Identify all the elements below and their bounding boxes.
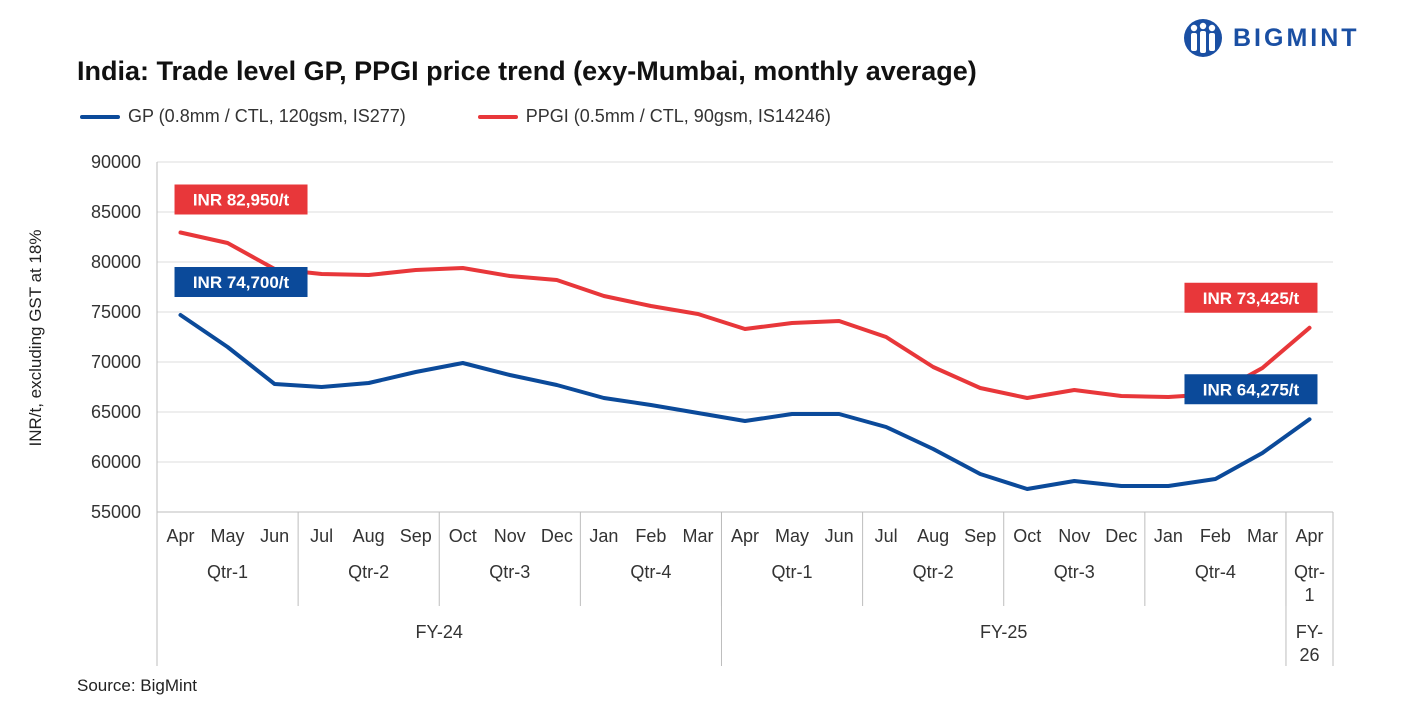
x-tick-label: Oct bbox=[449, 526, 477, 546]
y-tick-label: 60000 bbox=[91, 452, 141, 472]
x-tick-label: May bbox=[211, 526, 245, 546]
y-tick-label: 70000 bbox=[91, 352, 141, 372]
x-tick-label: Aug bbox=[353, 526, 385, 546]
fiscal-year-label: FY-25 bbox=[980, 622, 1027, 642]
fiscal-year-label: 26 bbox=[1299, 645, 1319, 665]
quarter-label: Qtr-2 bbox=[913, 562, 954, 582]
x-tick-label: Dec bbox=[541, 526, 573, 546]
x-tick-label: Jun bbox=[260, 526, 289, 546]
x-tick-label: Jul bbox=[310, 526, 333, 546]
brand-logo: BIGMINT bbox=[1183, 18, 1360, 58]
x-tick-label: Sep bbox=[400, 526, 432, 546]
quarter-label: Qtr-4 bbox=[1195, 562, 1236, 582]
data-label-box-ppgi bbox=[1184, 282, 1318, 313]
x-tick-label: May bbox=[775, 526, 809, 546]
y-tick-label: 80000 bbox=[91, 252, 141, 272]
legend-item-ppgi: PPGI (0.5mm / CTL, 90gsm, IS14246) bbox=[477, 106, 831, 127]
x-tick-label: Nov bbox=[1058, 526, 1090, 546]
x-tick-label: Feb bbox=[635, 526, 666, 546]
x-tick-label: Mar bbox=[1247, 526, 1278, 546]
quarter-label: Qtr-2 bbox=[348, 562, 389, 582]
source-note: Source: BigMint bbox=[77, 676, 197, 695]
legend-label-gp: GP (0.8mm / CTL, 120gsm, IS277) bbox=[128, 106, 406, 126]
x-tick-label: Oct bbox=[1013, 526, 1041, 546]
quarter-label: Qtr-1 bbox=[772, 562, 813, 582]
y-tick-label: 85000 bbox=[91, 202, 141, 222]
quarter-label: Qtr-4 bbox=[630, 562, 671, 582]
y-tick-label: 90000 bbox=[91, 152, 141, 172]
x-tick-label: Nov bbox=[494, 526, 526, 546]
x-tick-label: Apr bbox=[731, 526, 759, 546]
quarter-label: Qtr-3 bbox=[489, 562, 530, 582]
x-tick-label: Jan bbox=[1154, 526, 1183, 546]
bigmint-logo-icon bbox=[1184, 19, 1222, 57]
data-label-box-gp bbox=[174, 267, 308, 297]
legend-item-gp: GP (0.8mm / CTL, 120gsm, IS277) bbox=[80, 106, 406, 127]
legend-swatch-ppgi bbox=[477, 114, 518, 119]
data-label-gp: INR 74,700/t bbox=[193, 273, 290, 292]
data-label-gp: INR 64,275/t bbox=[1203, 380, 1300, 399]
brand-name: BIGMINT bbox=[1233, 23, 1360, 52]
x-tick-label: Dec bbox=[1105, 526, 1137, 546]
x-tick-label: Jun bbox=[825, 526, 854, 546]
y-tick-label: 75000 bbox=[91, 302, 141, 322]
legend-label-ppgi: PPGI (0.5mm / CTL, 90gsm, IS14246) bbox=[525, 106, 831, 126]
chart-title: India: Trade level GP, PPGI price trend … bbox=[77, 56, 977, 86]
chart-legend: GP (0.8mm / CTL, 120gsm, IS277) PPGI (0.… bbox=[80, 106, 903, 127]
fiscal-year-label: FY-24 bbox=[416, 622, 463, 642]
data-label-box-gp bbox=[1184, 374, 1318, 405]
data-label-ppgi: INR 82,950/t bbox=[193, 191, 290, 210]
series-line-gp bbox=[178, 313, 1312, 491]
x-tick-label: Sep bbox=[964, 526, 996, 546]
y-tick-label: 55000 bbox=[91, 502, 141, 522]
quarter-label: 1 bbox=[1304, 585, 1314, 605]
x-tick-label: Aug bbox=[917, 526, 949, 546]
series-line-ppgi bbox=[178, 230, 1312, 400]
quarter-label: Qtr-3 bbox=[1054, 562, 1095, 582]
fiscal-year-label: FY- bbox=[1296, 622, 1323, 642]
data-label-ppgi: INR 73,425/t bbox=[1203, 289, 1300, 308]
x-tick-label: Apr bbox=[1295, 526, 1323, 546]
quarter-label: Qtr-1 bbox=[207, 562, 248, 582]
x-tick-label: Jan bbox=[589, 526, 618, 546]
y-tick-label: 65000 bbox=[91, 402, 141, 422]
x-tick-label: Apr bbox=[167, 526, 195, 546]
x-tick-label: Feb bbox=[1200, 526, 1231, 546]
data-label-box-ppgi bbox=[174, 184, 308, 215]
x-tick-label: Jul bbox=[875, 526, 898, 546]
quarter-label: Qtr- bbox=[1294, 562, 1325, 582]
x-tick-label: Mar bbox=[682, 526, 713, 546]
legend-swatch-gp bbox=[80, 114, 120, 119]
